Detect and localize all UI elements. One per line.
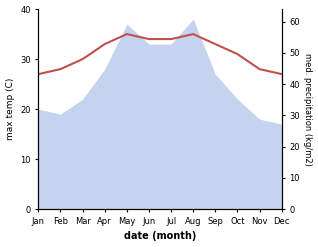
X-axis label: date (month): date (month) bbox=[124, 231, 196, 242]
Y-axis label: max temp (C): max temp (C) bbox=[5, 78, 15, 140]
Y-axis label: med. precipitation (kg/m2): med. precipitation (kg/m2) bbox=[303, 53, 313, 165]
